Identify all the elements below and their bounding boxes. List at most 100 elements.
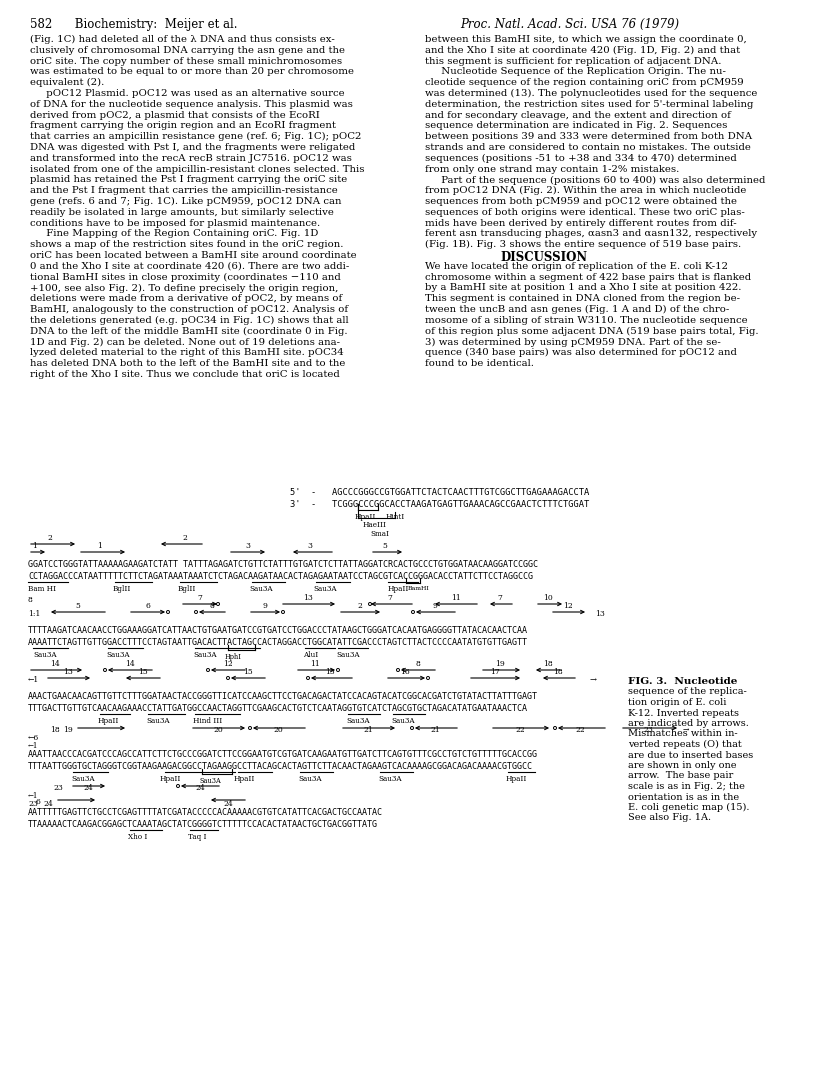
Text: SmaI: SmaI xyxy=(370,530,389,538)
Text: 13: 13 xyxy=(595,610,605,618)
Text: found to be identical.: found to be identical. xyxy=(425,359,534,368)
Text: 7: 7 xyxy=(498,594,503,602)
Text: of DNA for the nucleotide sequence analysis. This plasmid was: of DNA for the nucleotide sequence analy… xyxy=(30,100,353,109)
Text: AluI: AluI xyxy=(303,651,318,659)
Text: are due to inserted bases: are due to inserted bases xyxy=(628,751,753,759)
Text: and transformed into the recA recB strain JC7516. pOC12 was: and transformed into the recA recB strai… xyxy=(30,154,352,163)
Text: tion origin of E. coli: tion origin of E. coli xyxy=(628,698,726,707)
Text: Part of the sequence (positions 60 to 400) was also determined: Part of the sequence (positions 60 to 40… xyxy=(425,176,765,184)
Text: 24: 24 xyxy=(43,800,53,808)
Text: and the Pst I fragment that carries the ampicillin-resistance: and the Pst I fragment that carries the … xyxy=(30,186,338,195)
Text: AAAATTCTAGTTGTTGGACCTTTCCTAGTAATTGACACTTACTAGCCACTAGGACCTGGCATATTCGACCCTAGTCTTAC: AAAATTCTAGTTGTTGGACCTTTCCTAGTAATTGACACTT… xyxy=(28,638,528,647)
Text: determination, the restriction sites used for 5'-terminal labeling: determination, the restriction sites use… xyxy=(425,100,753,109)
Text: from pOC12 DNA (Fig. 2). Within the area in which nucleotide: from pOC12 DNA (Fig. 2). Within the area… xyxy=(425,186,747,195)
Text: DISCUSSION: DISCUSSION xyxy=(500,251,588,263)
Text: 12: 12 xyxy=(563,602,573,610)
Text: 5: 5 xyxy=(383,542,388,550)
Text: fragment carrying the origin region and an EcoRI fragment: fragment carrying the origin region and … xyxy=(30,121,336,131)
Text: See also Fig. 1A.: See also Fig. 1A. xyxy=(628,814,711,823)
Text: isolated from one of the ampicillin-resistant clones selected. This: isolated from one of the ampicillin-resi… xyxy=(30,165,365,174)
Text: TTAAAAACTCAAGACGGAGCTCAAATAGCTATCGGGGTCTTTTTCCACACTATAACTGCTGACGGTTATG: TTAAAAACTCAAGACGGAGCTCAAATAGCTATCGGGGTCT… xyxy=(28,820,378,829)
Text: 15: 15 xyxy=(138,668,148,676)
Text: 1:1: 1:1 xyxy=(28,610,40,618)
Text: and the Xho I site at coordinate 420 (Fig. 1D, Fig. 2) and that: and the Xho I site at coordinate 420 (Fi… xyxy=(425,46,740,55)
Text: mids have been derived by entirely different routes from dif-: mids have been derived by entirely diffe… xyxy=(425,218,737,228)
Text: 21: 21 xyxy=(430,726,440,734)
Text: 11: 11 xyxy=(451,594,461,602)
Text: readily be isolated in large amounts, but similarly selective: readily be isolated in large amounts, bu… xyxy=(30,208,334,216)
Text: equivalent (2).: equivalent (2). xyxy=(30,78,104,88)
Text: sequence determination are indicated in Fig. 2. Sequences: sequence determination are indicated in … xyxy=(425,121,727,131)
Text: →: → xyxy=(683,726,690,734)
Text: HaeIII: HaeIII xyxy=(363,521,387,529)
Text: Proc. Natl. Acad. Sci. USA 76 (1979): Proc. Natl. Acad. Sci. USA 76 (1979) xyxy=(460,18,679,31)
Text: BglII: BglII xyxy=(113,585,131,593)
Text: We have located the origin of replication of the E. coli K-12: We have located the origin of replicatio… xyxy=(425,261,728,271)
Text: 13: 13 xyxy=(303,594,313,602)
Text: Sau3A: Sau3A xyxy=(298,775,322,783)
Text: HpaII: HpaII xyxy=(160,775,181,783)
Text: tween the uncB and asn genes (Fig. 1 A and D) of the chro-: tween the uncB and asn genes (Fig. 1 A a… xyxy=(425,305,730,314)
Text: Sau3A: Sau3A xyxy=(71,775,95,783)
Text: clusively of chromosomal DNA carrying the asn gene and the: clusively of chromosomal DNA carrying th… xyxy=(30,46,345,55)
Text: 9: 9 xyxy=(263,602,268,610)
Text: DNA was digested with Pst I, and the fragments were religated: DNA was digested with Pst I, and the fra… xyxy=(30,144,355,152)
Text: ←1: ←1 xyxy=(28,676,39,684)
Text: sequences of both origins were identical. These two oriC plas-: sequences of both origins were identical… xyxy=(425,208,745,216)
Text: (Fig. 1C) had deleted all of the λ DNA and thus consists ex-: (Fig. 1C) had deleted all of the λ DNA a… xyxy=(30,35,335,44)
Text: 1: 1 xyxy=(33,542,38,550)
Text: AATTTTTGAGTTCTGCCTCGAGTTTTATCGATACCCCCACAAAAACGTGTCATATTCACGACTGCCAATAC: AATTTTTGAGTTCTGCCTCGAGTTTTATCGATACCCCCAC… xyxy=(28,808,383,817)
Text: are shown in only one: are shown in only one xyxy=(628,761,737,770)
Text: 21: 21 xyxy=(363,726,373,734)
Text: Nucleotide Sequence of the Replication Origin. The nu-: Nucleotide Sequence of the Replication O… xyxy=(425,67,726,76)
Text: 7: 7 xyxy=(388,594,392,602)
Text: was estimated to be equal to or more than 20 per chromosome: was estimated to be equal to or more tha… xyxy=(30,67,354,76)
Text: lyzed deleted material to the right of this BamHI site. pOC34: lyzed deleted material to the right of t… xyxy=(30,348,344,358)
Text: (Fig. 1B). Fig. 3 shows the entire sequence of 519 base pairs.: (Fig. 1B). Fig. 3 shows the entire seque… xyxy=(425,240,741,250)
Text: 6: 6 xyxy=(145,602,150,610)
Text: sequences (positions -51 to +38 and 334 to 470) determined: sequences (positions -51 to +38 and 334 … xyxy=(425,154,737,163)
Text: HpaII: HpaII xyxy=(98,716,119,725)
Text: between this BamHI site, to which we assign the coordinate 0,: between this BamHI site, to which we ass… xyxy=(425,35,747,44)
Text: HintI: HintI xyxy=(386,513,406,521)
Text: 582      Biochemistry:  Meijer et al.: 582 Biochemistry: Meijer et al. xyxy=(30,18,237,31)
Text: HpaII: HpaII xyxy=(355,513,376,521)
Text: 14: 14 xyxy=(125,660,135,668)
Text: from only one strand may contain 1-2% mistakes.: from only one strand may contain 1-2% mi… xyxy=(425,165,680,174)
Text: and for secondary cleavage, and the extent and direction of: and for secondary cleavage, and the exte… xyxy=(425,110,731,120)
Text: ferent asn transducing phages, αasn3 and αasn132, respectively: ferent asn transducing phages, αasn3 and… xyxy=(425,229,757,239)
Text: of this region plus some adjacent DNA (519 base pairs total, Fig.: of this region plus some adjacent DNA (5… xyxy=(425,327,759,335)
Text: 19: 19 xyxy=(495,660,505,668)
Text: 10: 10 xyxy=(543,594,553,602)
Text: 6: 6 xyxy=(35,798,40,806)
Text: 9: 9 xyxy=(432,602,437,610)
Text: 23: 23 xyxy=(28,800,38,808)
Text: 22: 22 xyxy=(515,726,525,734)
Text: plasmid has retained the Pst I fragment carrying the oriC site: plasmid has retained the Pst I fragment … xyxy=(30,176,348,184)
Text: Sau3A: Sau3A xyxy=(313,585,337,593)
Text: GGATCCTGGGTATTAAAAAGAAGATCTATT TATTTAGAGATCTGTTCTATTTGTGATCTCTTATTAGGATCRCACTGCC: GGATCCTGGGTATTAAAAAGAAGATCTATT TATTTAGAG… xyxy=(28,560,538,569)
Text: 0 and the Xho I site at coordinate 420 (6). There are two addi-: 0 and the Xho I site at coordinate 420 (… xyxy=(30,261,349,271)
Text: Xho I: Xho I xyxy=(128,833,148,841)
Text: 7: 7 xyxy=(197,594,202,602)
Text: Sau3A: Sau3A xyxy=(391,716,415,725)
Text: 14: 14 xyxy=(50,660,60,668)
Text: 22: 22 xyxy=(575,726,585,734)
Text: sequences from both pCM959 and pOC12 were obtained the: sequences from both pCM959 and pOC12 wer… xyxy=(425,197,737,206)
Text: 11: 11 xyxy=(310,660,320,668)
Text: 1D and Fig. 2) can be deleted. None out of 19 deletions ana-: 1D and Fig. 2) can be deleted. None out … xyxy=(30,337,340,347)
Text: HpaII: HpaII xyxy=(506,775,527,783)
Text: mosome of a sibling of strain W3110. The nucleotide sequence: mosome of a sibling of strain W3110. The… xyxy=(425,316,747,325)
Text: 24: 24 xyxy=(223,800,233,808)
Text: BamHI: BamHI xyxy=(408,586,430,591)
Text: ←6: ←6 xyxy=(28,734,39,742)
Text: DNA to the left of the middle BamHI site (coordinate 0 in Fig.: DNA to the left of the middle BamHI site… xyxy=(30,327,348,335)
Text: 24: 24 xyxy=(195,784,205,791)
Text: 5'  -   AGCCCGGGCCGTGGATTCTACTCAACTTTGTCGGCTTGAGAAAGACCTA: 5' - AGCCCGGGCCGTGGATTCTACTCAACTTTGTCGGC… xyxy=(290,488,589,497)
Text: 15: 15 xyxy=(325,668,335,676)
Text: oriC has been located between a BamHI site around coordinate: oriC has been located between a BamHI si… xyxy=(30,251,357,260)
Text: 2: 2 xyxy=(47,534,52,542)
Text: Sau3A: Sau3A xyxy=(106,651,130,659)
Text: this segment is sufficient for replication of adjacent DNA.: this segment is sufficient for replicati… xyxy=(425,57,721,65)
Text: AAATTAACCCACGATCCCAGCCATTCTTCTGCCCGGATCTTCCGGAATGTCGTGATCAAGAATGTTGATCTTCAGTGTTT: AAATTAACCCACGATCCCAGCCATTCTTCTGCCCGGATCT… xyxy=(28,750,538,759)
